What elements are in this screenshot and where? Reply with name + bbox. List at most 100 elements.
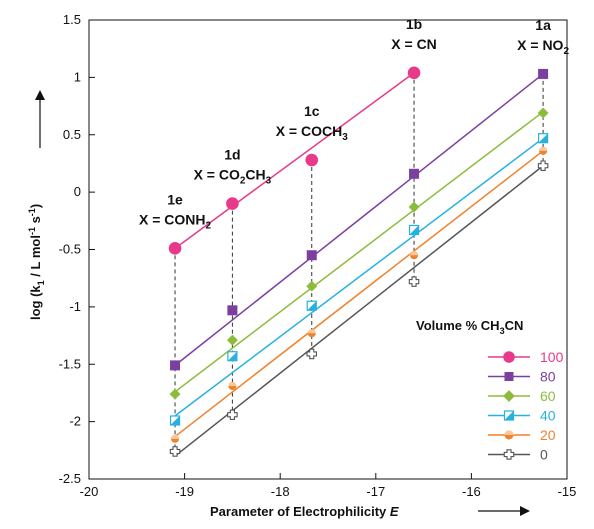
y-tick-label: -1 [69,299,81,314]
compound-label-1b: X = CN [391,36,437,52]
y-tick-label: -1.5 [59,356,81,371]
legend-entry-60: 60 [488,388,556,404]
y-tick-label: -2.5 [59,471,81,486]
legend-marker-60 [503,390,515,402]
point-20-1b [410,251,419,260]
legend-entry-0: 0 [488,447,548,463]
y-axis-arrowhead [35,90,45,100]
legend-marker-100 [503,351,515,363]
x-tick-label: -16 [462,484,481,499]
point-80-1e [170,360,181,371]
point-0-1e [169,446,181,457]
legend-label-20: 20 [540,427,556,443]
data-points [168,66,549,457]
point-80-1d [227,305,238,316]
legend-entry-40: 40 [488,408,556,424]
point-20-1a [539,146,548,155]
point-40-1c-fill [307,301,317,311]
x-tick-label: -15 [558,484,577,499]
point-40-1d-fill [227,351,237,361]
y-tick-label: 1.5 [63,12,81,27]
point-20-1d [228,382,237,391]
x-tick-label: -19 [175,484,194,499]
point-40-1a-fill [538,133,548,143]
compound-label-1d: X = CO2CH3 [194,167,272,187]
y-tick-label: -0.5 [59,242,81,257]
fit-line-100 [174,72,415,249]
point-40-1b-fill [409,225,419,235]
x-tick-label: -18 [271,484,290,499]
compound-label-1e: X = CONH2 [139,211,212,231]
legend-entry-80: 80 [488,369,556,385]
dashed-guide-lines [174,72,544,452]
compound-id-1e: 1e [167,191,183,207]
point-40-1e-fill [170,415,180,425]
fit-line-20 [174,150,544,438]
legend-marker-40-fill [504,411,514,420]
fit-line-60 [174,111,544,393]
plot-frame [88,19,568,480]
point-100-1e [168,242,182,255]
point-0-1d [227,409,238,421]
point-20-1b-highlight [410,251,419,256]
fit-line-80 [174,73,544,366]
legend-marker-80 [504,372,514,381]
point-20-1e-highlight [171,434,180,439]
legend-label-60: 60 [540,388,556,404]
compound-labels: 1e X = CONH2 1d X = CO2CH3 1c X = COCH3 1b X = … [139,16,569,232]
legend-marker-0 [503,449,515,460]
point-60-1d [226,334,238,346]
legend-label-80: 80 [540,369,556,385]
point-60-1b [408,201,420,213]
x-tick-label: -17 [366,484,385,499]
x-tick-label: -20 [80,484,99,499]
point-20-1a-highlight [539,146,548,151]
point-0-1a [537,160,549,172]
x-axis-arrowhead [520,506,530,516]
fit-lines [174,72,544,457]
y-axis-title: log (k1 / L mol-1 s-1) [27,204,46,320]
point-60-1e [169,388,181,400]
y-tick-label: 0.5 [63,127,81,142]
point-80-1c [306,250,317,261]
point-40-1e [169,415,181,426]
point-100-1b [407,66,421,80]
compound-id-1b: 1b [406,16,422,32]
point-20-1e [171,434,180,443]
point-40-1b [408,224,420,236]
compound-id-1c: 1c [304,103,320,119]
y-tick-label: 0 [74,184,81,199]
legend-label-100: 100 [540,349,564,365]
point-40-1c [306,300,317,311]
x-axis-title: Parameter of Electrophilicity E [210,504,399,519]
legend-marker-20 [504,430,514,440]
point-40-1d [227,351,238,362]
legend: Volume % CH3CN 100 80 60 40 20 0 [416,318,564,463]
legend-entry-100: 100 [488,349,564,365]
point-20-1c [307,329,316,338]
compound-id-1d: 1d [224,147,240,163]
compound-label-1a: X = NO2 [517,37,569,57]
point-40-1a [537,133,549,144]
legend-entry-20: 20 [488,427,556,443]
legend-label-40: 40 [540,408,556,424]
point-60-1a [537,107,549,119]
point-20-1d-highlight [228,382,237,387]
fit-line-0 [174,165,544,457]
fit-line-40 [174,137,544,417]
point-20-1c-highlight [307,329,316,334]
y-tick-label: -2 [69,414,81,429]
legend-title: Volume % CH3CN [416,318,523,336]
compound-label-1c: X = COCH3 [276,123,349,143]
point-100-1d [226,197,239,210]
point-100-1c [305,153,319,167]
legend-marker-20-highlight [504,430,514,435]
point-80-1b [409,168,420,179]
point-0-1b [408,276,420,287]
y-tick-label: 1 [74,69,81,84]
point-0-1c [306,348,318,360]
axes: -20 -19 -18 -17 -16 -15 -2.5 -2 -1.5 -1 -0.5 0 0.5 1 1… [27,12,576,519]
point-60-1c [306,280,318,292]
point-80-1a [538,68,549,79]
